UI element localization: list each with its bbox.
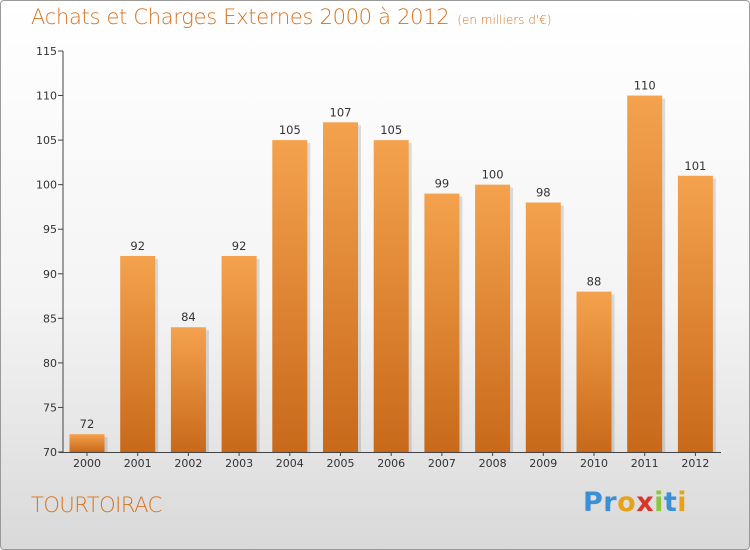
bar-2001 bbox=[120, 255, 156, 452]
x-tick-label-2006: 2006 bbox=[377, 457, 405, 470]
value-label-2005: 107 bbox=[330, 105, 352, 119]
y-tick-label-105: 105 bbox=[36, 134, 57, 147]
value-label-2009: 98 bbox=[536, 185, 551, 199]
value-label-2003: 92 bbox=[232, 239, 247, 253]
y-tick-label-95: 95 bbox=[43, 223, 57, 236]
x-tick-label-2009: 2009 bbox=[529, 457, 557, 470]
x-tick-label-2004: 2004 bbox=[276, 457, 304, 470]
logo-letter: i bbox=[654, 487, 664, 518]
logo-letter: t bbox=[663, 487, 678, 518]
bar-2012 bbox=[677, 175, 713, 452]
bar-2010 bbox=[576, 291, 612, 452]
bar-2003 bbox=[221, 255, 257, 452]
x-tick-label-2010: 2010 bbox=[580, 457, 608, 470]
value-label-2007: 99 bbox=[435, 177, 450, 191]
axes-group: 2000 2001 2002 2003 2004 2005 2006 2007 2008 2009… bbox=[36, 45, 721, 470]
value-label-2001: 92 bbox=[130, 239, 145, 253]
y-tick-label-110: 110 bbox=[36, 90, 57, 103]
x-tick-label-2003: 2003 bbox=[225, 457, 253, 470]
value-label-2002: 84 bbox=[181, 310, 196, 324]
value-label-2012: 101 bbox=[684, 159, 706, 173]
bar-2009 bbox=[525, 202, 561, 452]
x-tick-label-2001: 2001 bbox=[124, 457, 152, 470]
x-tick-label-2005: 2005 bbox=[327, 457, 355, 470]
y-tick-label-70: 70 bbox=[43, 446, 57, 459]
bars-group bbox=[69, 95, 716, 453]
bar-2008 bbox=[475, 184, 511, 452]
y-tick-label-100: 100 bbox=[36, 179, 57, 192]
bar-2004 bbox=[272, 140, 308, 452]
bar-2006 bbox=[373, 140, 409, 452]
value-label-2004: 105 bbox=[279, 123, 301, 137]
logo-letter: P bbox=[583, 487, 604, 518]
value-label-2008: 100 bbox=[482, 168, 504, 182]
value-labels-group: 72 92 84 92 105 107 105 99 100 98 88 110 101 bbox=[80, 79, 707, 432]
proxiti-logo: Proxiti bbox=[583, 487, 687, 518]
x-tick-label-2011: 2011 bbox=[631, 457, 659, 470]
value-label-2006: 105 bbox=[380, 123, 402, 137]
chart-title-text: Achats et Charges Externes 2000 à 2012 bbox=[31, 5, 450, 29]
y-tick-label-115: 115 bbox=[36, 45, 57, 58]
value-label-2010: 88 bbox=[587, 275, 602, 289]
bar-2007 bbox=[424, 193, 460, 453]
bar-2000 bbox=[69, 434, 105, 452]
x-tick-label-2007: 2007 bbox=[428, 457, 456, 470]
y-tick-label-75: 75 bbox=[43, 401, 57, 414]
logo-letter: o bbox=[617, 487, 637, 518]
bar-2005 bbox=[323, 122, 358, 453]
y-tick-label-85: 85 bbox=[43, 312, 57, 325]
bar-2011 bbox=[627, 95, 663, 453]
commune-name: TOURTOIRAC bbox=[31, 493, 162, 517]
value-label-2000: 72 bbox=[80, 417, 95, 431]
y-tick-label-90: 90 bbox=[43, 268, 57, 281]
x-tick-label-2012: 2012 bbox=[681, 457, 709, 470]
value-label-2011: 110 bbox=[634, 79, 656, 93]
y-tick-label-80: 80 bbox=[43, 357, 57, 370]
chart-unit: (en milliers d'€) bbox=[457, 13, 552, 27]
chart-title: Achats et Charges Externes 2000 à 2012 (e… bbox=[31, 5, 551, 29]
bar-2002 bbox=[170, 327, 206, 452]
logo-letter: x bbox=[636, 487, 655, 518]
x-tick-label-2002: 2002 bbox=[174, 457, 202, 470]
logo-letter: r bbox=[603, 487, 618, 518]
x-tick-label-2000: 2000 bbox=[73, 457, 101, 470]
x-tick-label-2008: 2008 bbox=[479, 457, 507, 470]
logo-letter: i bbox=[677, 487, 688, 518]
